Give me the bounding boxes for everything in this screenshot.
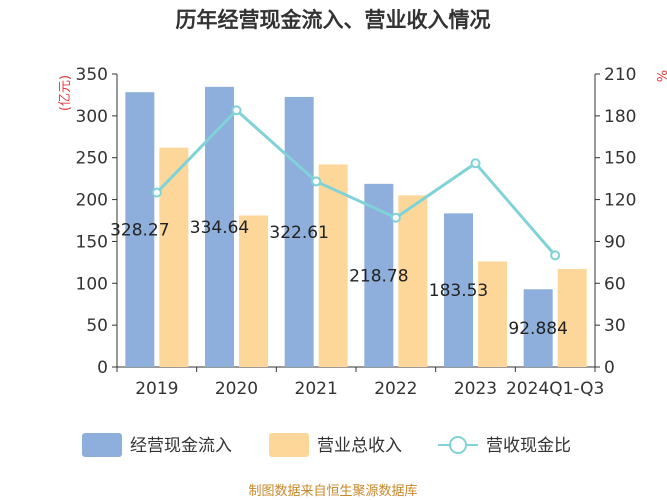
data-label-cash-inflow: 334.64 [190,218,249,238]
left-tick-label: 50 [86,316,108,336]
chart-title: 历年经营现金流入、营业收入情况 [176,8,491,32]
x-tick-label: 2023 [454,379,497,399]
left-tick-label: 0 [97,358,108,378]
legend-label-cash-inflow: 经营现金流入 [130,436,232,456]
legend-label-revenue: 营业总收入 [317,436,402,456]
data-label-cash-inflow: 92.884 [508,319,567,339]
bar-cash-inflow [444,213,473,367]
right-tick-label: 120 [604,191,636,211]
x-tick-label: 2019 [135,379,178,399]
legend: 经营现金流入 营业总收入 营收现金比 [82,433,571,457]
left-tick-label: 150 [76,232,108,252]
legend-swatch-cash-inflow [82,433,122,457]
line-ratio-point [231,105,242,116]
right-axis-unit: % [653,70,667,82]
bar-cash-inflow [523,289,553,367]
data-label-cash-inflow: 218.78 [349,266,408,286]
data-label-cash-inflow: 328.27 [110,221,169,241]
line-ratio-point [390,212,401,223]
legend-swatch-revenue [269,433,309,457]
line-ratio-point [550,250,561,261]
data-label-cash-inflow: 183.53 [429,281,488,301]
line-ratio-point [470,158,481,169]
x-tick-label: 2024Q1-Q3 [506,379,604,399]
line-ratio-point [311,176,322,187]
plot-area: 0 50 100 150 200 250 300 350 0 30 60 90 120 150 180 210… [76,65,637,399]
bar-revenue [478,261,507,367]
x-tick-label: 2022 [374,379,417,399]
right-tick-label: 180 [604,107,636,127]
line-ratio-point [151,187,162,198]
left-tick-label: 250 [76,149,108,169]
right-tick-label: 30 [604,316,626,336]
bar-cash-inflow [205,86,234,367]
right-tick-label: 0 [604,358,615,378]
bar-cash-inflow [125,92,155,368]
right-tick-label: 60 [604,274,626,294]
bar-revenue [318,164,348,367]
bar-revenue [159,147,189,367]
bar-revenue [557,269,587,367]
left-tick-label: 350 [76,65,108,85]
right-tick-label: 150 [604,149,636,169]
legend-label-ratio: 营收现金比 [486,436,571,456]
source-note: 制图数据来自恒生聚源数据库 [248,483,417,499]
x-tick-label: 2021 [295,379,338,399]
left-tick-label: 300 [76,107,108,127]
bar-cash-inflow [284,96,314,367]
right-tick-label: 90 [604,232,626,252]
data-label-cash-inflow: 322.61 [269,223,328,243]
right-tick-label: 210 [604,65,636,85]
left-tick-label: 200 [76,191,108,211]
left-axis-unit: (亿元) [58,75,73,111]
left-tick-label: 100 [76,274,108,294]
x-tick-label: 2020 [215,379,258,399]
bar-revenue [239,215,268,367]
line-ratio [155,108,557,257]
legend-marker-ratio [449,436,467,454]
bar-revenue [398,195,428,367]
